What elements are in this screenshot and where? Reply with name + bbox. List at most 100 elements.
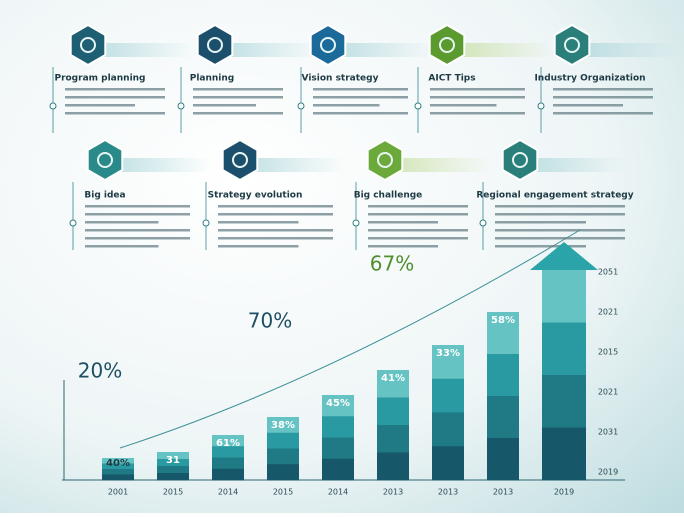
card-icon-glyph: [439, 37, 455, 53]
bar-segment: [102, 469, 134, 475]
year-label: 2015: [163, 488, 183, 497]
card-dot: [479, 219, 487, 227]
card-header-band: [567, 43, 677, 57]
card-icon-glyph: [232, 152, 248, 168]
year-label: 2013: [383, 488, 403, 497]
card-icon: [69, 23, 107, 67]
card-text-line: [368, 245, 438, 248]
card-header-band: [380, 158, 490, 172]
card-icon-glyph: [564, 37, 580, 53]
card-text-line: [85, 237, 190, 240]
right-axis-label: 2021: [598, 388, 618, 397]
bar-segment: [542, 375, 586, 428]
card-text-line: [193, 112, 283, 115]
card-text-line: [368, 213, 468, 216]
card-text-line: [65, 88, 165, 91]
bar-segment: [487, 438, 519, 481]
card-icon: [553, 23, 591, 67]
card-title: Planning: [190, 74, 235, 84]
card-dot: [537, 102, 545, 110]
bar-segment: [377, 397, 409, 426]
right-axis-label: 2031: [598, 428, 618, 437]
card-text-line: [218, 245, 299, 248]
card-text-line: [85, 205, 190, 208]
card-text-line: [430, 104, 497, 107]
bar-segment: [102, 463, 134, 470]
bar-segment: [322, 395, 354, 417]
bar-segment: [377, 452, 409, 481]
highlight-value: 20%: [78, 359, 122, 383]
year-label: 2014: [328, 488, 348, 497]
card-text-line: [495, 205, 625, 208]
card-text-line: [495, 221, 586, 224]
card-text-line: [495, 237, 625, 240]
year-label: 2014: [218, 488, 238, 497]
bar-segment: [432, 345, 464, 380]
year-label: 2019: [554, 488, 574, 497]
card-text-line: [313, 112, 408, 115]
card-text-line: [368, 221, 438, 224]
right-axis-label: 2021: [598, 308, 618, 317]
highlight-value: 67%: [370, 252, 414, 276]
card-header-band: [323, 43, 433, 57]
card-text-line: [218, 221, 299, 224]
card-icon-glyph: [97, 152, 113, 168]
bar-segment: [542, 427, 586, 481]
card-title: AICT Tips: [428, 74, 475, 84]
bar-segment: [487, 354, 519, 397]
card-text-line: [65, 112, 165, 115]
bar-segment: [322, 416, 354, 438]
card-text-line: [85, 245, 159, 248]
highlight-value: 70%: [248, 309, 292, 333]
bar-label: 61%: [216, 438, 240, 449]
bar-segment: [542, 322, 586, 376]
year-label: 2013: [493, 488, 513, 497]
bar-label: 38%: [271, 420, 295, 431]
bar-segment: [377, 370, 409, 398]
trend-line: [119, 229, 581, 449]
card-dot: [202, 219, 210, 227]
bar-segment: [157, 452, 189, 460]
bar-segment: [212, 468, 244, 481]
card-text-line: [368, 237, 468, 240]
card-icon-glyph: [512, 152, 528, 168]
bar-segment: [212, 435, 244, 447]
card-icon-glyph: [320, 37, 336, 53]
card-icon-glyph: [377, 152, 393, 168]
bar-segment: [542, 270, 586, 323]
card-title: Strategy evolution: [208, 191, 303, 201]
bar-segment: [432, 446, 464, 481]
bar-segment: [377, 425, 409, 453]
card-text-line: [218, 213, 333, 216]
bar-label: 45%: [326, 398, 350, 409]
bar-label: 58%: [491, 315, 515, 326]
card-title: Vision strategy: [302, 74, 379, 84]
card-dot: [297, 102, 305, 110]
bar-segment: [102, 474, 134, 481]
card-icon-glyph: [80, 37, 96, 53]
card-text-line: [368, 229, 468, 232]
bar-label: 41%: [381, 373, 405, 384]
bar-label: 33%: [436, 348, 460, 359]
card-dot: [177, 102, 185, 110]
bar-segment: [157, 466, 189, 474]
bar-segment: [487, 396, 519, 439]
card-text-line: [495, 229, 625, 232]
card-icon: [196, 23, 234, 67]
card-text-line: [313, 104, 380, 107]
card-text-line: [495, 245, 586, 248]
card-title: Program planning: [54, 74, 145, 84]
bar-segment: [267, 464, 299, 481]
bar-segment: [267, 448, 299, 465]
card-text-line: [430, 96, 525, 99]
card-text-line: [553, 88, 653, 91]
card-dot: [352, 219, 360, 227]
card-text-line: [313, 88, 408, 91]
bar-segment: [102, 458, 134, 464]
card-title: Regional engagement strategy: [476, 191, 633, 201]
card-text-line: [218, 237, 333, 240]
card-text-line: [85, 229, 190, 232]
card-text-line: [313, 96, 408, 99]
card-text-line: [368, 205, 468, 208]
card-header-band: [235, 158, 345, 172]
